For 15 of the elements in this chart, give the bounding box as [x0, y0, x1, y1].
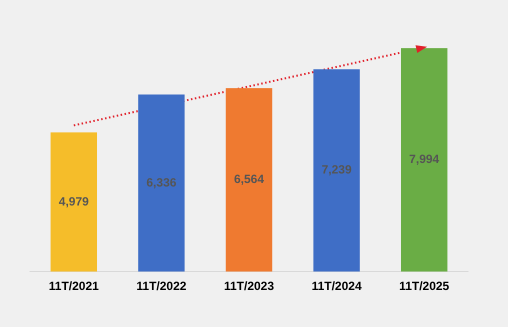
bar [313, 69, 360, 272]
x-tick-label: 11T/2024 [312, 279, 362, 294]
bar [50, 132, 98, 272]
x-tick-label: 11T/2022 [136, 279, 187, 294]
data-label: 7,239 [322, 162, 352, 177]
x-tick-label: 11T/2023 [224, 279, 274, 294]
data-label: 6,564 [234, 172, 264, 186]
data-label: 7,994 [409, 152, 440, 166]
bar [138, 94, 185, 272]
x-tick-label: 11T/2021 [48, 279, 100, 294]
bar [226, 88, 272, 272]
data-label: 6,336 [146, 175, 177, 190]
data-label: 4,979 [58, 194, 90, 208]
bar [400, 48, 448, 272]
x-tick-label: 11T/2025 [399, 279, 450, 294]
